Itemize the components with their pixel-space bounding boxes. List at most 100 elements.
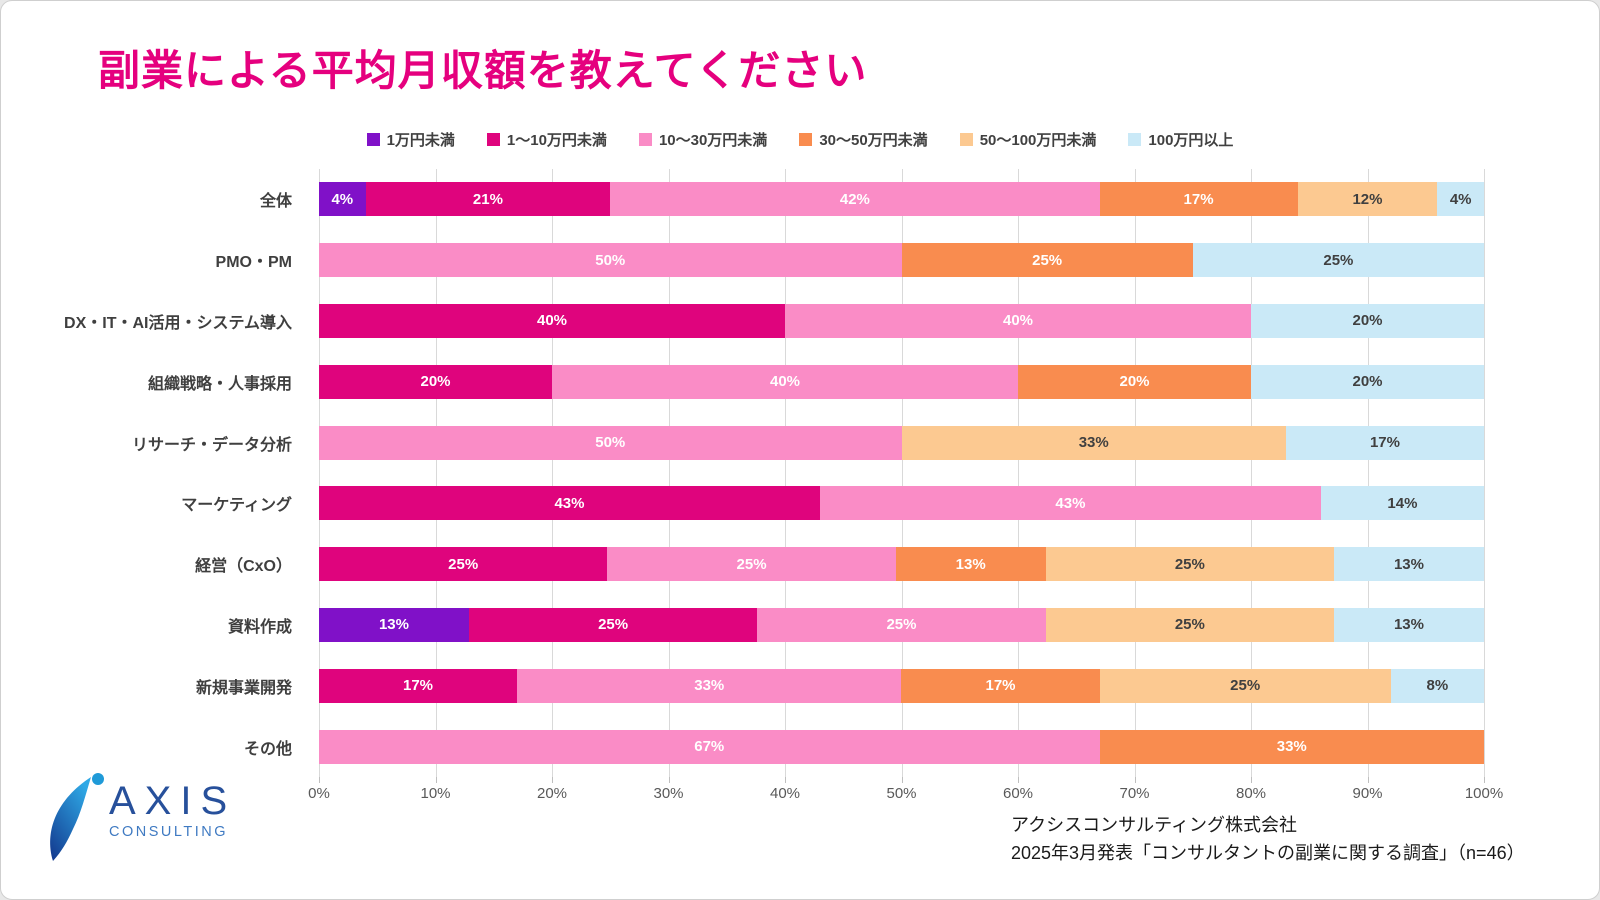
bar-track: 20% 40% 20% 20% (319, 364, 1484, 399)
chart-row: マーケティング 43% 43% 14% (1, 473, 1484, 534)
axis-tick (435, 777, 437, 783)
source-line-2: 2025年3月発表「コンサルタントの副業に関する調査」（n=46） (1011, 843, 1525, 863)
legend: 1万円未満 1〜10万円未満 10〜30万円未満 30〜50万円未満 50〜100万円未… (1, 129, 1599, 150)
bar-segment-label: 13% (1393, 555, 1424, 573)
legend-item-4: 50〜100万円未満 (959, 129, 1096, 150)
bar-segment: 8% (1390, 668, 1484, 703)
bar-segment: 40% (552, 364, 1018, 399)
category-label: PMO・PM (215, 254, 292, 272)
category-label: その他 (243, 740, 292, 758)
legend-item-0: 1万円未満 (366, 129, 455, 150)
chart-row: リサーチ・データ分析 50% 33% 17% (1, 412, 1484, 473)
bar-segment: 14% (1320, 486, 1484, 521)
x-tick-label: 40% (769, 785, 801, 802)
bar-segment: 25% (1099, 668, 1391, 703)
x-axis: 0% 10% 20% 30% 40% 50% 60% 70% 80% 90% 100% (308, 785, 1503, 805)
bar-segment-label: 33% (694, 677, 725, 695)
bar-segment-label: 25% (886, 616, 917, 634)
chart-rows: 全体 4% 21% 42% 17% 12% 4% PMO・PM 50% 25% 25% DX・IT・A… (1, 169, 1484, 777)
bar-segment-label: 8% (1426, 677, 1449, 695)
bar-track: 4% 21% 42% 17% 12% 4% (319, 182, 1484, 217)
legend-item-5: 100万円以上 (1128, 129, 1233, 150)
footer-logo: AXIS CONSULTING (41, 769, 271, 874)
bar-segment-label: 42% (839, 190, 870, 208)
bar-segment-label: 50% (595, 251, 626, 269)
bar-track: 13% 25% 25% 25% 13% (319, 607, 1484, 642)
legend-swatch-icon (638, 133, 652, 146)
bar-segment: 12% (1297, 182, 1438, 217)
bar-segment-label: 25% (1032, 251, 1063, 269)
bar-track: 50% 25% 25% (319, 243, 1484, 278)
bar-track: 43% 43% 14% (319, 486, 1484, 521)
bar-segment-label: 4% (331, 190, 354, 208)
gridline (552, 169, 553, 777)
bar-segment-label: 40% (1002, 312, 1034, 330)
bar-segment: 25% (607, 547, 896, 582)
bar-segment: 25% (757, 607, 1046, 642)
bar-track: 17% 33% 17% 25% 8% (319, 668, 1484, 703)
source-text: アクシスコンサルティング株式会社 2025年3月発表「コンサルタントの副業に関す… (1011, 811, 1525, 867)
bar-segment: 25% (468, 607, 758, 642)
logo-text: AXIS CONSULTING (109, 781, 236, 840)
logo-dot-icon (92, 773, 104, 785)
gridline (1484, 169, 1485, 777)
legend-label: 1〜10万円未満 (506, 132, 607, 149)
bar-track: 50% 33% 17% (319, 425, 1484, 460)
chart-row: 経営（CxO） 25% 25% 13% 25% 13% (1, 534, 1484, 595)
axis-tick (1134, 777, 1136, 783)
bar-segment-label: 25% (1323, 251, 1354, 269)
axis-tick (1251, 777, 1252, 783)
bar-segment-label: 43% (1055, 494, 1086, 512)
logo-swoosh-icon (50, 773, 104, 861)
chart-row: 資料作成 13% 25% 25% 25% 13% (1, 595, 1484, 656)
legend-swatch-icon (959, 133, 973, 146)
bar-segment: 43% (319, 486, 820, 521)
chart-row: 新規事業開発 17% 33% 17% 25% 8% (1, 655, 1484, 716)
gridline (435, 169, 437, 777)
x-tick-label: 10% (420, 785, 451, 802)
grid (319, 169, 1485, 783)
category-label: 新規事業開発 (195, 679, 292, 697)
bar-segment: 20% (1018, 364, 1251, 399)
bar-segment: 25% (1045, 607, 1335, 642)
bar-segment-label: 25% (1230, 677, 1261, 695)
bar-segment: 67% (319, 729, 1100, 764)
chart-area: 全体 4% 21% 42% 17% 12% 4% PMO・PM 50% 25% 25% DX・IT・A… (1, 169, 1485, 783)
bar-segment: 50% (319, 425, 902, 460)
axis-tick (552, 777, 553, 783)
bar-segment-label: 20% (420, 373, 451, 391)
chart-title: 副業による平均月収額を教えてください (98, 47, 868, 94)
bar-segment-label: 20% (1119, 373, 1150, 391)
bar-segment-label: 43% (554, 494, 585, 512)
bar-segment-label: 40% (536, 312, 568, 330)
bar-segment-label: 20% (1352, 373, 1383, 391)
legend-item-2: 10〜30万円未満 (638, 129, 767, 150)
bar-segment-label: 50% (595, 434, 626, 452)
category-label: 全体 (259, 193, 292, 211)
category-label: 資料作成 (227, 618, 292, 636)
bar-segment-label: 13% (1393, 616, 1424, 634)
bar-segment-label: 33% (1276, 738, 1307, 756)
bar-segment-label: 13% (378, 616, 409, 634)
x-tick-label: 50% (886, 785, 917, 802)
bar-track: 40% 40% 20% (319, 303, 1484, 338)
bar-segment: 21% (365, 182, 611, 217)
bar-segment: 43% (819, 486, 1321, 521)
x-tick-label: 100% (1464, 785, 1504, 802)
chart-row: その他 67% 33% (1, 716, 1484, 777)
bar-segment-label: 4% (1449, 190, 1472, 208)
source-line-1: アクシスコンサルティング株式会社 (1011, 815, 1298, 835)
x-tick-label: 80% (1235, 785, 1267, 802)
bar-segment: 40% (319, 303, 785, 338)
bar-segment-label: 25% (598, 616, 629, 634)
category-label: 組織戦略・人事採用 (147, 375, 292, 393)
bar-segment: 20% (1251, 364, 1484, 399)
axis-tick (785, 777, 786, 783)
category-label: マーケティング (181, 497, 292, 515)
legend-swatch-icon (366, 133, 380, 146)
bar-track: 67% 33% (319, 729, 1484, 764)
gridline (901, 169, 903, 777)
gridline (319, 169, 320, 777)
bar-segment: 4% (319, 182, 366, 217)
